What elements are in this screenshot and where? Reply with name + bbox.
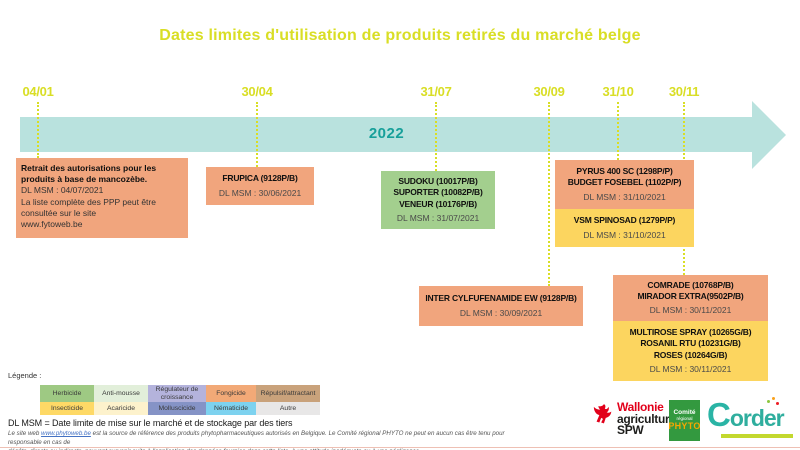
spw-logo-spw: SPW	[617, 423, 644, 438]
legend-label: Légende :	[8, 371, 42, 380]
box-multirose-dl: DL MSM : 30/11/2021	[649, 363, 732, 374]
logo-comite-phyto: Comité régional PHYTO	[668, 400, 701, 441]
product-name: VENEUR (10176P/B)	[399, 198, 477, 209]
product-name: SUDOKU (10017P/B)	[398, 176, 478, 187]
corder-logo-c: C	[707, 396, 731, 433]
box-pyrus: PYRUS 400 SC (1298P/P) BUDGET FOSEBEL (1…	[555, 160, 694, 209]
date-label-30-04: 30/04	[241, 84, 273, 99]
product-name: SUPORTER (10082P/B)	[393, 187, 483, 198]
spw-rooster-icon	[592, 402, 614, 437]
legend-item-autre: Autre	[256, 402, 320, 415]
bottom-border	[0, 447, 800, 448]
product-name: FRUPICA (9128P/B)	[222, 173, 298, 184]
timeline-tick	[548, 102, 550, 286]
disclaimer-text: est la source de référence des produits …	[8, 430, 505, 446]
timeline-arrow	[20, 117, 753, 152]
legend-item-molluscicide: Molluscicide	[148, 402, 206, 415]
box-sudoku: SUDOKU (10017P/B) SUPORTER (10082P/B) VE…	[381, 171, 495, 229]
timeline-tick	[37, 102, 39, 158]
logo-spw-wallonie: Wallonie agriculture SPW	[592, 400, 676, 438]
box-pyrus-dl: DL MSM : 31/10/2021	[583, 191, 666, 202]
legend-item-regulateur: Régulateur de croissance	[148, 385, 206, 402]
box-inter-dl: DL MSM : 30/09/2021	[459, 307, 543, 318]
product-name: ROSANIL RTU (10231G/B)	[640, 338, 741, 349]
dl-msm-definition: DL MSM = Date limite de mise sur le marc…	[8, 418, 293, 428]
phytoweb-link[interactable]: www.phytoweb.be	[41, 430, 91, 437]
box-mancozebe: Retrait des autorisations pour les produ…	[16, 158, 188, 238]
box-multirose: MULTIROSE SPRAY (10265G/B) ROSANIL RTU (…	[613, 321, 768, 381]
logo-corder: Corder	[705, 396, 797, 442]
page-title: Dates limites d'utilisation de produits …	[159, 27, 641, 44]
disclaimer: Le site web www.phytoweb.be est la sourc…	[8, 430, 538, 450]
timeline-tick	[435, 102, 437, 171]
legend-item-insecticide: Insecticide	[40, 402, 94, 415]
date-label-04-01: 04/01	[22, 84, 54, 99]
product-name: BUDGET FOSEBEL (1102P/P)	[567, 177, 682, 188]
date-label-31-07: 31/07	[420, 84, 452, 99]
box-vsm-dl: DL MSM : 31/10/2021	[583, 229, 666, 240]
product-name: INTER CYLFUFENAMIDE EW (9128P/B)	[425, 293, 577, 304]
timeline-tick	[617, 102, 619, 160]
product-name: VSM SPINOSAD (1279P/P)	[573, 215, 676, 226]
product-name: MULTIROSE SPRAY (10265G/B)	[629, 327, 752, 338]
product-name: MIRADOR EXTRA(9502P/B)	[637, 290, 744, 301]
box-mancozebe-note: La liste complète des PPP peut être	[21, 196, 156, 207]
box-mancozebe-title: Retrait des autorisations pour les produ…	[21, 163, 157, 185]
spw-logo-agriculture: agriculture	[617, 411, 676, 426]
spw-logo-wallonie: Wallonie	[617, 400, 664, 415]
legend-table: Herbicide Anti-mousse Régulateur de croi…	[40, 385, 320, 415]
legend-item-fongicide: Fongicide	[206, 385, 256, 402]
date-label-31-10: 31/10	[602, 84, 634, 99]
timeline-year: 2022	[368, 125, 405, 142]
timeline-tick	[256, 102, 258, 167]
corder-confetti-icon	[767, 400, 770, 403]
box-comrade-dl: DL MSM : 30/11/2021	[649, 305, 732, 316]
legend-item-nematicide: Nématicide	[206, 402, 256, 415]
legend-item-herbicide: Herbicide	[40, 385, 94, 402]
corder-confetti-icon	[772, 397, 775, 400]
product-name: ROSES (10264G/B)	[653, 349, 728, 360]
corder-tagline-bar	[721, 434, 793, 438]
phyto-logo-phyto: PHYTO	[668, 420, 701, 431]
phyto-logo-regional: régional	[676, 415, 693, 421]
box-frupica: FRUPICA (9128P/B) DL MSM : 30/06/2021	[206, 167, 314, 205]
date-label-30-11: 30/11	[668, 84, 700, 99]
corder-confetti-icon	[776, 402, 779, 405]
box-vsm: VSM SPINOSAD (1279P/P) DL MSM : 31/10/20…	[555, 209, 694, 247]
disclaimer-text: Le site web	[8, 430, 42, 437]
disclaimer-text: dégâts, directs ou indirects, pouvant su…	[8, 448, 421, 450]
box-comrade: COMRADE (10768P/B) MIRADOR EXTRA(9502P/B…	[613, 275, 768, 321]
box-mancozebe-note: consultée sur le site	[21, 207, 97, 218]
corder-logo-order: order	[729, 405, 785, 431]
product-name: COMRADE (10768P/B)	[647, 279, 734, 290]
box-mancozebe-dl: DL MSM : 04/07/2021	[21, 185, 104, 196]
box-sudoku-dl: DL MSM : 31/07/2021	[396, 212, 480, 223]
timeline-arrowhead-icon	[752, 101, 786, 169]
phyto-logo-comite: Comité	[673, 409, 696, 417]
legend-item-anti-mousse: Anti-mousse	[94, 385, 148, 402]
date-label-30-09: 30/09	[533, 84, 565, 99]
fytoweb-link[interactable]: www.fytoweb.be	[21, 219, 83, 230]
box-frupica-dl: DL MSM : 30/06/2021	[218, 187, 302, 198]
legend-item-acaricide: Acaricide	[94, 402, 148, 415]
product-name: PYRUS 400 SC (1298P/P)	[576, 166, 673, 177]
legend-item-repulsif: Répulsif/attractant	[256, 385, 320, 402]
box-inter: INTER CYLFUFENAMIDE EW (9128P/B) DL MSM …	[419, 286, 583, 326]
